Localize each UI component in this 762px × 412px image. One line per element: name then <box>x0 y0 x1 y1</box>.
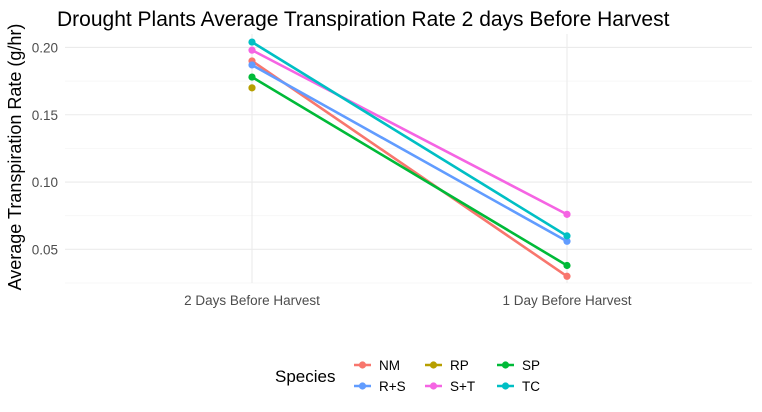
data-point <box>248 46 256 54</box>
y-axis-tick-labels: 0.05 0.10 0.15 0.20 <box>32 40 58 257</box>
y-tick-label: 0.20 <box>32 40 58 55</box>
legend-label: S+T <box>450 379 475 394</box>
legend-label: TC <box>522 379 540 394</box>
legend-label: NM <box>379 358 400 373</box>
data-point <box>563 232 571 240</box>
x-tick-label: 2 Days Before Harvest <box>184 293 320 308</box>
data-point <box>563 261 571 270</box>
legend-key-point <box>501 382 510 390</box>
legend-key-point <box>429 382 438 390</box>
data-point <box>248 38 256 46</box>
y-tick-label: 0.05 <box>32 242 58 257</box>
series-line-3 <box>251 48 568 216</box>
x-tick-label: 1 Day Before Harvest <box>502 293 631 308</box>
series-line-5 <box>251 40 568 237</box>
chart-title: Drought Plants Average Transpiration Rat… <box>57 8 670 31</box>
legend: Species NM R+S RP S+T SP TC <box>275 358 540 394</box>
legend-label: SP <box>522 358 540 373</box>
series-line-4 <box>251 75 568 267</box>
legend-key-point <box>429 361 438 369</box>
legend-key-point <box>501 361 510 369</box>
data-point <box>563 237 571 245</box>
y-axis-title: Average Transpiration Rate (g/hr) <box>5 24 25 291</box>
series-line-0 <box>251 59 568 278</box>
data-point <box>563 210 571 218</box>
legend-key-point <box>358 361 367 369</box>
grid-lines <box>65 34 752 284</box>
data-point <box>248 73 256 81</box>
legend-label: RP <box>450 358 469 373</box>
data-point <box>248 61 256 69</box>
data-point <box>563 272 571 280</box>
legend-label: R+S <box>379 379 406 394</box>
legend-key-point <box>358 382 367 390</box>
data-point <box>248 84 256 92</box>
y-tick-label: 0.10 <box>32 175 58 190</box>
y-tick-label: 0.15 <box>32 108 58 123</box>
legend-title: Species <box>275 367 335 386</box>
series-lines <box>248 38 571 280</box>
x-axis-tick-labels: 2 Days Before Harvest 1 Day Before Harves… <box>184 293 632 308</box>
series-line-1 <box>251 63 568 243</box>
